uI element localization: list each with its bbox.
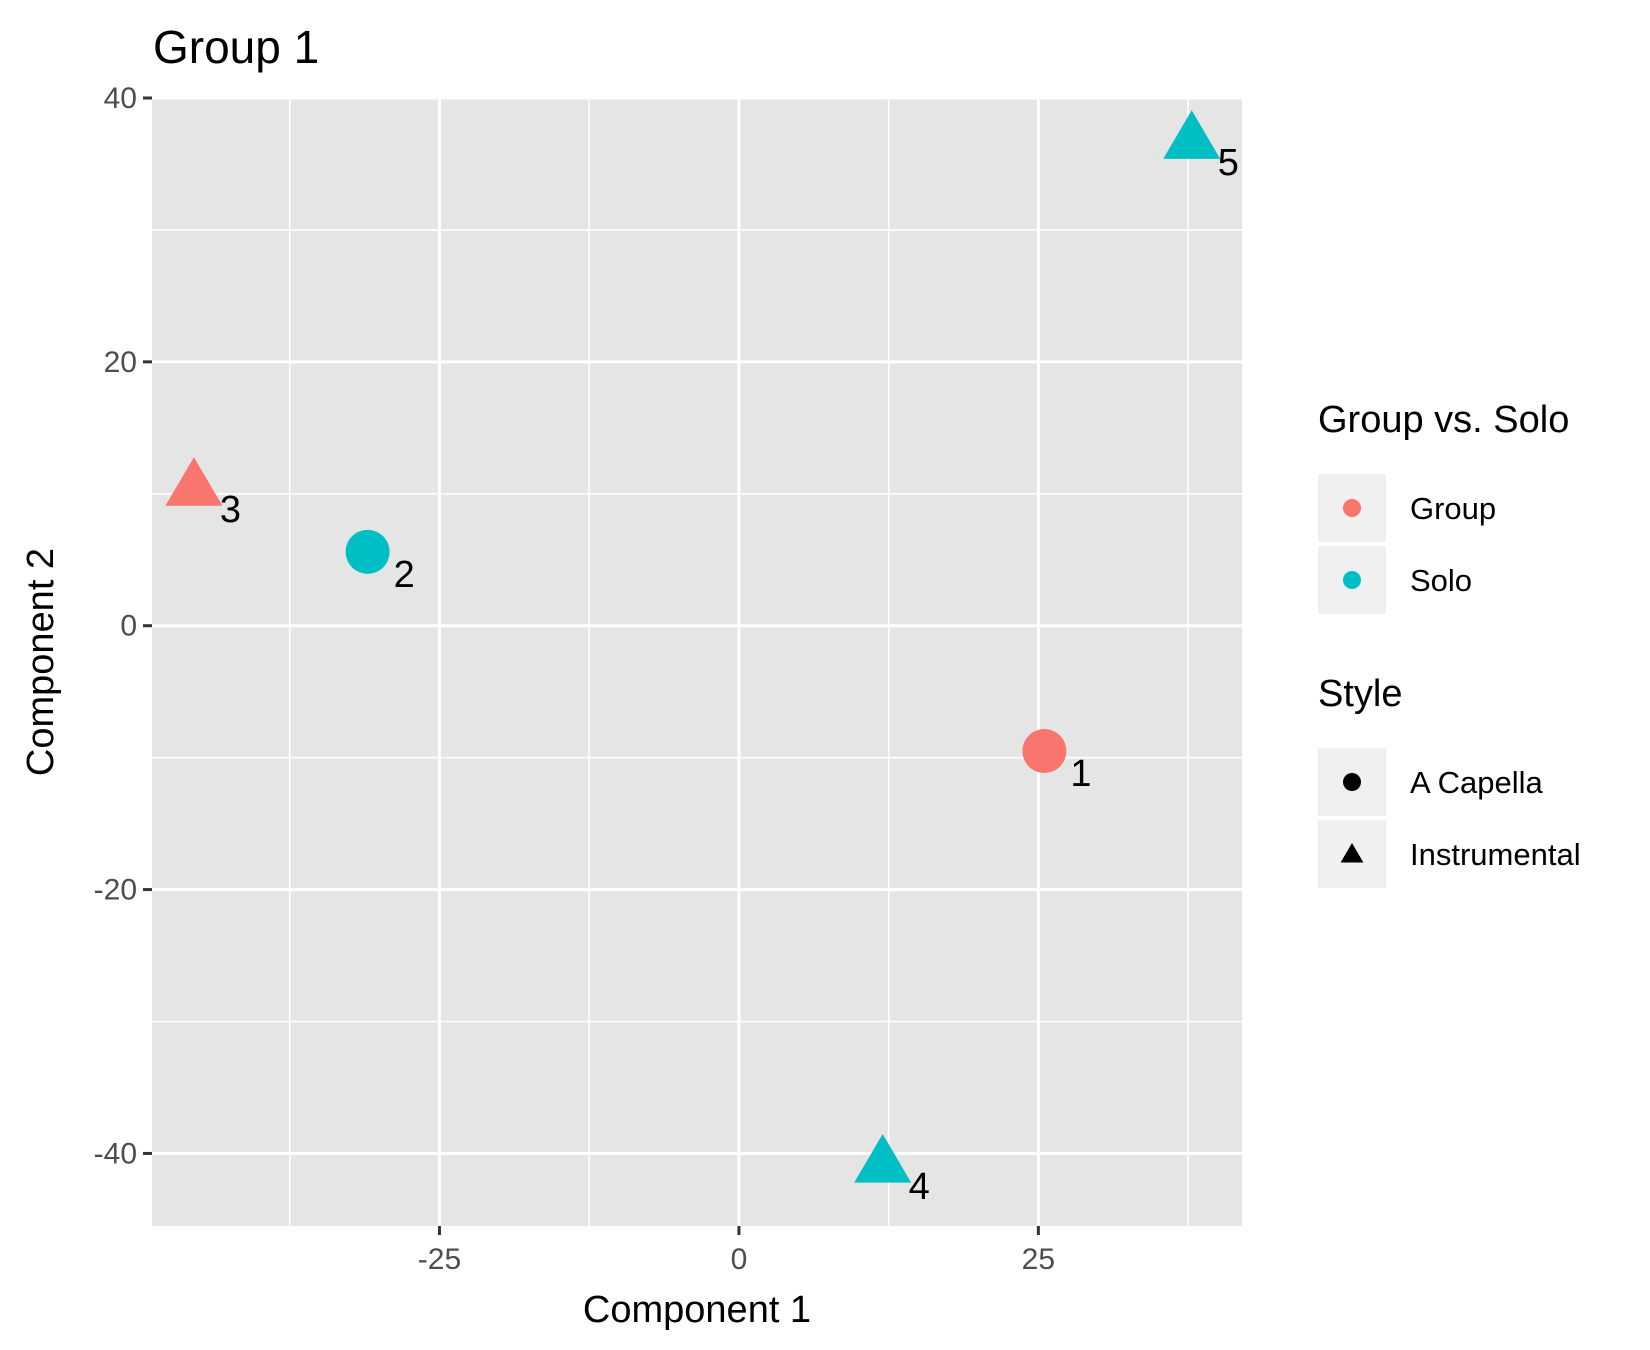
legend-swatch-solo xyxy=(1343,571,1361,589)
data-points xyxy=(165,110,1221,1183)
legend-label-solo: Solo xyxy=(1410,563,1472,598)
triangle-icon xyxy=(1340,843,1364,863)
legends: Group vs. Solo Group Solo Style A Capella Ins… xyxy=(1318,399,1581,888)
y-axis-label: Component 2 xyxy=(20,548,62,776)
chart-title: Group 1 xyxy=(153,21,319,73)
point-label-5: 5 xyxy=(1218,142,1239,184)
point-labels: 1 2 3 4 5 xyxy=(220,142,1239,1208)
point-label-1: 1 xyxy=(1070,753,1091,795)
y-tick-label: -20 xyxy=(94,874,137,907)
y-tick-label: -40 xyxy=(94,1137,137,1170)
legend-title-1: Style xyxy=(1318,673,1402,715)
circle-icon xyxy=(1343,773,1361,791)
point-label-4: 4 xyxy=(909,1166,930,1208)
point-2 xyxy=(345,529,390,574)
legend-label-group: Group xyxy=(1410,491,1496,526)
x-axis-label: Component 1 xyxy=(583,1289,811,1331)
legend-title-0: Group vs. Solo xyxy=(1318,399,1569,441)
x-axis: -25 0 25 xyxy=(418,1226,1055,1276)
x-tick-label: 0 xyxy=(731,1243,748,1276)
plot-panel xyxy=(152,98,1242,1226)
point-5 xyxy=(1163,110,1221,159)
point-label-3: 3 xyxy=(220,489,241,531)
grid-minor xyxy=(152,98,1242,1226)
y-tick-label: 40 xyxy=(104,82,137,115)
legend-label-instrumental: Instrumental xyxy=(1410,837,1581,872)
point-1 xyxy=(1022,729,1067,774)
y-tick-label: 0 xyxy=(120,610,137,643)
x-tick-label: -25 xyxy=(418,1243,461,1276)
legend-swatch-group xyxy=(1343,499,1361,517)
grid-major xyxy=(152,96,1242,1226)
y-tick-label: 20 xyxy=(104,346,137,379)
point-4 xyxy=(854,1133,912,1183)
y-axis: 40 20 0 -20 -40 xyxy=(94,82,152,1170)
x-tick-label: 25 xyxy=(1022,1243,1055,1276)
legend-label-a-capella: A Capella xyxy=(1410,765,1543,800)
point-3 xyxy=(165,457,223,506)
point-label-2: 2 xyxy=(394,554,415,596)
